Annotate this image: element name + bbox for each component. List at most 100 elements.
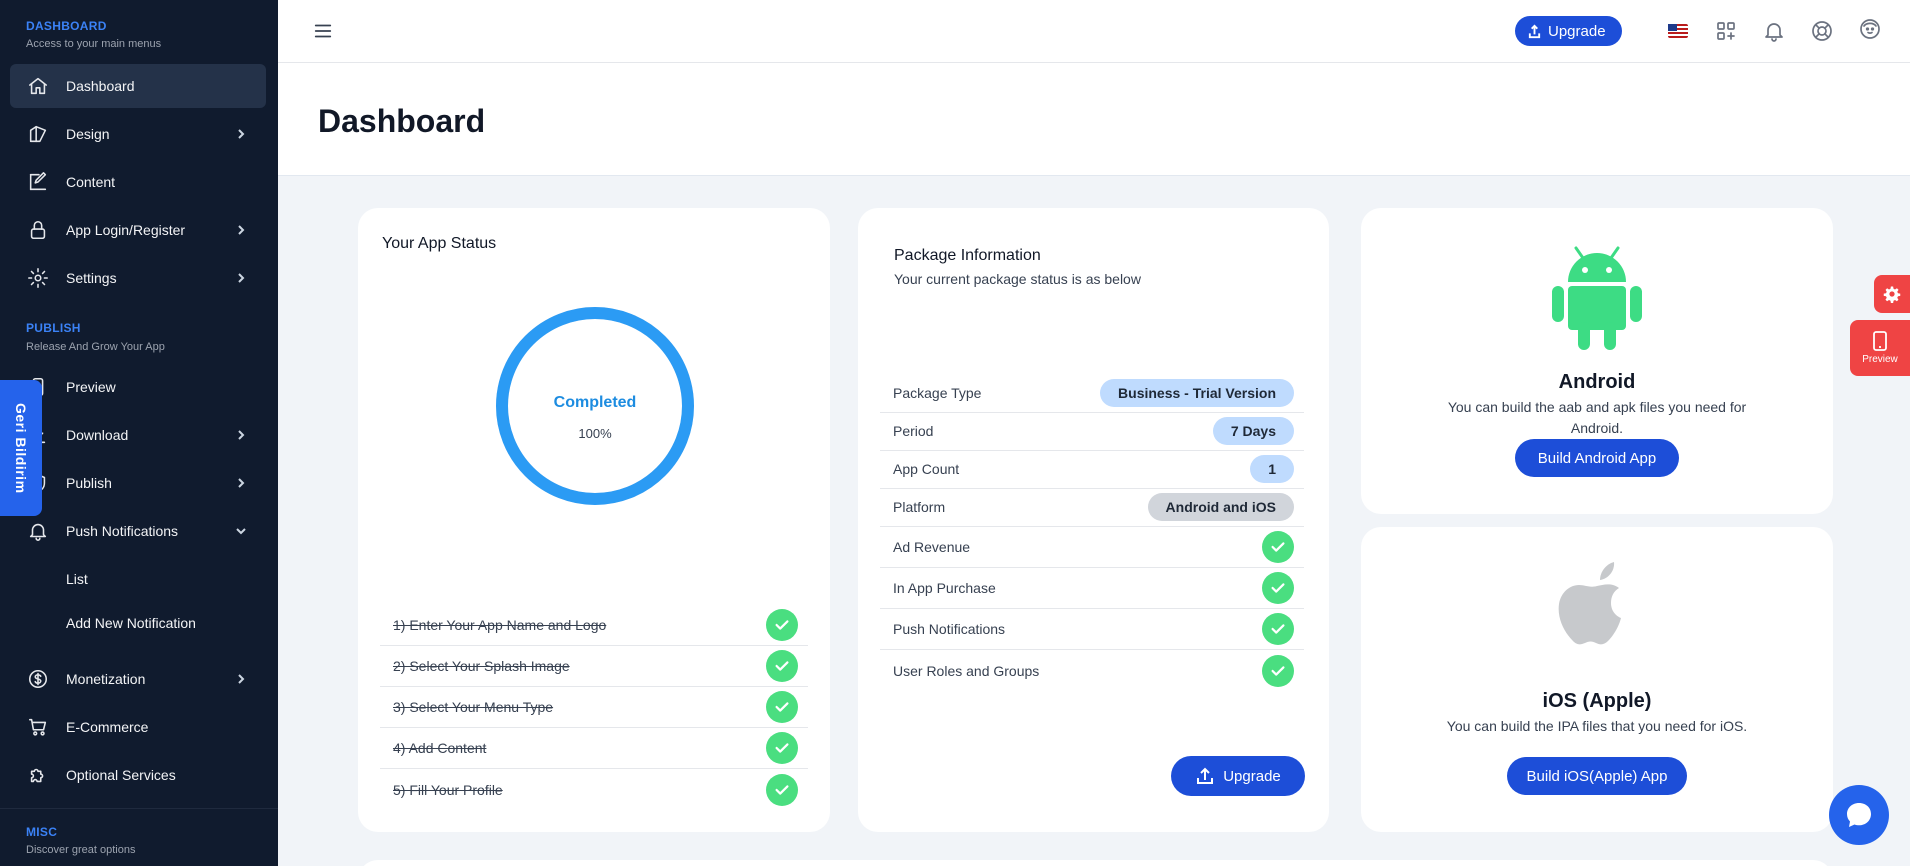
package-row-label: Push Notifications: [893, 621, 1006, 637]
chevron-right-icon: [234, 223, 248, 237]
chat-icon: [1847, 803, 1871, 827]
sidebar-item-design[interactable]: Design: [10, 112, 266, 156]
package-info-card: Package Information Your current package…: [858, 208, 1329, 832]
sidebar-item-label: Monetization: [66, 671, 146, 687]
settings-float-button[interactable]: [1874, 275, 1910, 313]
sidebar-item-label: Settings: [66, 270, 117, 286]
section-title-dashboard: DASHBOARD: [26, 19, 107, 33]
package-row-label: Package Type: [893, 384, 982, 401]
ios-title: iOS (Apple): [1542, 690, 1652, 712]
sidebar-item-preview[interactable]: Preview: [10, 365, 266, 409]
chevron-right-icon: [234, 428, 248, 442]
sidebar-item-publish[interactable]: Publish: [10, 461, 266, 505]
package-row-label: App Count: [893, 460, 960, 477]
chevron-right-icon: [234, 127, 248, 141]
status-step-row: 5) Fill Your Profile: [380, 769, 808, 810]
status-step-text: 3) Select Your Menu Type: [393, 699, 554, 715]
section-subtitle-publish: Release And Grow Your App: [26, 341, 165, 353]
sidebar-item-settings[interactable]: Settings: [10, 256, 266, 300]
avatar-icon[interactable]: [1858, 17, 1882, 41]
sidebar-divider: [0, 808, 278, 809]
cart-icon: [26, 715, 50, 739]
upgrade-button-label: Upgrade: [1548, 22, 1606, 40]
check-icon: [766, 650, 798, 682]
feedback-tab[interactable]: Geri Bildirim: [0, 380, 42, 516]
phone-icon: [1873, 331, 1887, 351]
sidebar-subitem-add-notification[interactable]: Add New Notification: [66, 615, 196, 631]
progress-status-label: Completed: [553, 394, 637, 411]
status-step-row: 4) Add Content: [380, 728, 808, 769]
section-subtitle-dashboard: Access to your main menus: [26, 38, 162, 50]
package-row-platform: Platform Android and iOS: [880, 487, 1304, 527]
period-badge: 7 Days: [1212, 416, 1294, 445]
check-icon: [1262, 572, 1294, 604]
chevron-right-icon: [234, 271, 248, 285]
upload-icon: [1197, 767, 1214, 784]
package-type-badge: Business - Trial Version: [1100, 378, 1294, 407]
sidebar-item-push-notifications[interactable]: Push Notifications: [10, 509, 266, 553]
build-android-button[interactable]: Build Android App: [1515, 439, 1679, 477]
apple-icon: [1558, 562, 1621, 645]
gear-icon: [1883, 286, 1901, 303]
upload-icon: [1528, 24, 1541, 38]
support-icon[interactable]: [1810, 19, 1834, 43]
chevron-right-icon: [234, 672, 248, 686]
sidebar-item-label: Download: [66, 427, 129, 443]
sidebar: DASHBOARD Access to your main menus Dash…: [0, 0, 278, 866]
package-row-user-roles: User Roles and Groups: [880, 650, 1304, 691]
package-row-label: Platform: [893, 498, 946, 515]
gear-icon: [26, 266, 50, 290]
upgrade-button-label: Upgrade: [1223, 767, 1281, 785]
chat-button[interactable]: [1829, 785, 1889, 845]
platform-badge: Android and iOS: [1147, 492, 1294, 521]
sidebar-item-monetization[interactable]: Monetization: [10, 657, 266, 701]
sidebar-item-optional-services[interactable]: Optional Services: [10, 753, 266, 797]
app-status-card: Your App Status Completed 100% 1) Enter …: [358, 208, 830, 832]
build-ios-button[interactable]: Build iOS(Apple) App: [1507, 757, 1687, 795]
sidebar-item-label: Dashboard: [66, 78, 135, 94]
upgrade-button-top[interactable]: Upgrade: [1515, 16, 1622, 46]
check-icon: [766, 732, 798, 764]
palette-icon: [26, 122, 50, 146]
sidebar-item-label: Content: [66, 174, 116, 190]
check-icon: [1262, 654, 1294, 687]
bell-icon[interactable]: [1762, 19, 1786, 43]
package-row-label: Ad Revenue: [893, 539, 971, 555]
android-card: Android You can build the aab and apk fi…: [1361, 208, 1833, 514]
puzzle-icon: [26, 763, 50, 787]
status-step-row: 3) Select Your Menu Type: [380, 687, 808, 728]
sidebar-item-download[interactable]: Download: [10, 413, 266, 457]
feedback-tab-label: Geri Bildirim: [13, 402, 29, 494]
sidebar-item-label: Push Notifications: [66, 523, 179, 539]
check-icon: [1262, 531, 1294, 563]
sidebar-subitem-list[interactable]: List: [66, 571, 88, 587]
package-title: Package Information: [894, 247, 1041, 264]
apps-add-icon[interactable]: [1714, 19, 1738, 43]
ios-card: iOS (Apple) You can build the IPA files …: [1361, 527, 1833, 832]
chevron-down-icon: [234, 524, 248, 538]
section-subtitle-misc: Discover great options: [26, 844, 136, 856]
app-count-badge: 1: [1250, 454, 1294, 483]
sidebar-item-label: Publish: [66, 475, 112, 491]
sidebar-item-ecommerce[interactable]: E-Commerce: [10, 705, 266, 749]
android-title: Android: [1558, 371, 1636, 393]
upgrade-button[interactable]: Upgrade: [1171, 756, 1305, 796]
us-flag-icon[interactable]: [1666, 19, 1690, 43]
android-description: You can build the aab and apk files you …: [1447, 399, 1747, 436]
sidebar-item-label: Design: [66, 126, 110, 142]
check-icon: [766, 691, 798, 723]
ios-description: You can build the IPA files that you nee…: [1446, 718, 1748, 734]
sidebar-item-label: Preview: [66, 379, 116, 395]
topbar: Upgrade: [278, 0, 1910, 63]
preview-float-label: Preview: [1862, 354, 1898, 365]
package-row-type: Package Type Business - Trial Version: [880, 373, 1304, 413]
sidebar-item-content[interactable]: Content: [10, 160, 266, 204]
sidebar-item-app-login[interactable]: App Login/Register: [10, 208, 266, 252]
sidebar-item-dashboard[interactable]: Dashboard: [10, 64, 266, 108]
status-step-text: 5) Fill Your Profile: [393, 781, 503, 798]
menu-icon[interactable]: [312, 20, 334, 42]
progress-ring: Completed 100%: [495, 306, 695, 506]
preview-float-button[interactable]: Preview: [1850, 320, 1910, 376]
package-row-label: In App Purchase: [893, 580, 996, 596]
check-icon: [766, 609, 798, 641]
